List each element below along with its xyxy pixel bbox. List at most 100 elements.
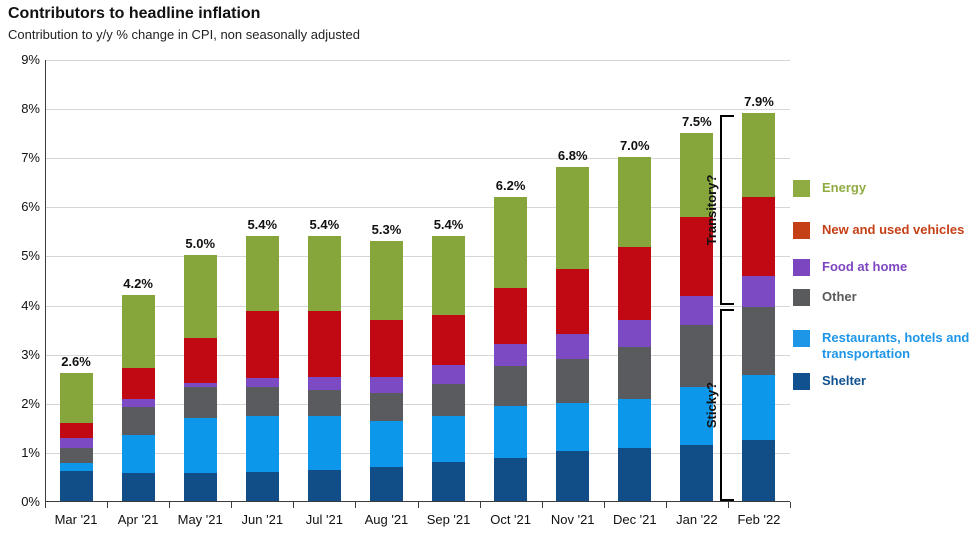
legend-label: Food at home bbox=[822, 259, 908, 274]
bar-jun21 bbox=[245, 235, 279, 501]
chart-title: Contributors to headline inflation bbox=[8, 5, 261, 22]
bar-total-label: 7.0% bbox=[619, 138, 650, 154]
x-axis-tick bbox=[665, 502, 667, 508]
annotation-transitory: Transitory? bbox=[704, 174, 720, 246]
bar-segment-restaurants bbox=[307, 415, 341, 471]
bar-segment-new bbox=[121, 368, 155, 400]
x-axis-tick bbox=[293, 502, 295, 508]
bar-feb22 bbox=[742, 113, 776, 501]
bar-segment-new bbox=[742, 197, 776, 276]
x-axis-label: Feb '22 bbox=[737, 512, 781, 527]
x-axis-label: May '21 bbox=[177, 512, 223, 527]
bar-segment-new bbox=[618, 247, 652, 320]
bar-segment-other bbox=[742, 307, 776, 376]
bar-segment-shelter bbox=[680, 445, 714, 501]
legend-item-shelter: Shelter bbox=[793, 373, 972, 390]
y-axis-label: 4% bbox=[21, 297, 40, 313]
bar-segment-food bbox=[307, 376, 341, 390]
bar-segment-new bbox=[556, 269, 590, 334]
bar-segment-other bbox=[183, 387, 217, 419]
bar-total-label: 7.5% bbox=[682, 113, 712, 129]
bar-jan22 bbox=[680, 132, 714, 501]
bar-segment-new bbox=[183, 337, 217, 384]
y-axis-label: 1% bbox=[21, 444, 40, 460]
bar-segment-shelter bbox=[245, 471, 279, 501]
legend-item-other: Other bbox=[793, 289, 972, 306]
plot-area bbox=[45, 60, 790, 502]
bracket-sticky bbox=[720, 308, 735, 501]
legend-label: Other bbox=[822, 289, 857, 304]
legend-item-new: New and used vehicles bbox=[793, 222, 972, 239]
bar-segment-shelter bbox=[494, 458, 528, 501]
bar-segment-food bbox=[680, 295, 714, 326]
x-axis-tick bbox=[417, 502, 419, 508]
bar-segment-energy bbox=[556, 167, 590, 270]
bar-aug21 bbox=[369, 240, 403, 501]
bar-jul21 bbox=[307, 235, 341, 501]
bar-segment-restaurants bbox=[680, 386, 714, 446]
y-axis-label: 6% bbox=[21, 199, 40, 215]
bar-segment-energy bbox=[742, 113, 776, 198]
x-axis-label: Apr '21 bbox=[117, 512, 159, 527]
bar-segment-other bbox=[494, 365, 528, 407]
bar-segment-shelter bbox=[59, 470, 93, 501]
bar-segment-food bbox=[369, 377, 403, 393]
bar-may21 bbox=[183, 255, 217, 501]
bar-segment-new bbox=[680, 217, 714, 296]
bar-segment-food bbox=[556, 333, 590, 360]
bar-segment-energy bbox=[121, 294, 155, 369]
bar-segment-other bbox=[432, 384, 466, 416]
bar-total-label: 5.0% bbox=[185, 236, 216, 252]
chart-subtitle: Contribution to y/y % change in CPI, non… bbox=[8, 27, 360, 42]
bar-segment-energy bbox=[183, 255, 217, 338]
bar-mar21 bbox=[59, 373, 93, 501]
x-axis-label: Aug '21 bbox=[364, 512, 409, 527]
x-axis-label: Jun '21 bbox=[241, 512, 284, 527]
bar-segment-food bbox=[59, 437, 93, 449]
bar-segment-energy bbox=[494, 196, 528, 289]
x-axis-tick bbox=[790, 502, 791, 508]
gridline bbox=[45, 403, 790, 405]
bar-nov21 bbox=[556, 167, 590, 501]
bar-segment-other bbox=[245, 387, 279, 417]
legend-swatch-icon bbox=[793, 180, 810, 197]
legend-item-energy: Energy bbox=[793, 180, 972, 197]
bar-segment-new bbox=[369, 319, 403, 378]
bar-segment-shelter bbox=[432, 461, 466, 501]
x-axis-tick bbox=[603, 502, 605, 508]
legend-swatch-icon bbox=[793, 330, 810, 347]
bar-oct21 bbox=[494, 196, 528, 501]
legend-swatch-icon bbox=[793, 289, 810, 306]
bar-segment-food bbox=[494, 343, 528, 366]
bar-segment-other bbox=[59, 448, 93, 464]
bar-segment-restaurants bbox=[245, 416, 279, 472]
bar-segment-shelter bbox=[307, 470, 341, 501]
bar-segment-energy bbox=[432, 235, 466, 316]
bar-total-label: 2.6% bbox=[61, 354, 91, 370]
y-axis-label: 3% bbox=[21, 346, 40, 362]
x-axis-tick bbox=[727, 502, 729, 508]
legend-swatch-icon bbox=[793, 222, 810, 239]
bar-segment-food bbox=[432, 364, 466, 385]
bar-segment-shelter bbox=[369, 466, 403, 501]
bar-total-label: 6.2% bbox=[495, 177, 526, 193]
bar-segment-restaurants bbox=[121, 435, 155, 474]
bar-segment-energy bbox=[618, 157, 652, 248]
bar-segment-other bbox=[556, 359, 590, 403]
x-axis-label: Jan '22 bbox=[676, 512, 718, 527]
bar-segment-energy bbox=[369, 240, 403, 320]
bar-segment-restaurants bbox=[742, 375, 776, 440]
bar-segment-energy bbox=[245, 235, 279, 311]
bar-total-label: 5.4% bbox=[433, 216, 464, 232]
bar-segment-shelter bbox=[618, 448, 652, 501]
bar-segment-energy bbox=[59, 373, 93, 423]
x-axis-label: Nov '21 bbox=[550, 512, 595, 527]
bar-segment-restaurants bbox=[556, 402, 590, 452]
bar-segment-food bbox=[121, 399, 155, 407]
y-axis-line bbox=[45, 60, 46, 502]
bar-segment-food bbox=[245, 378, 279, 388]
bar-segment-food bbox=[618, 319, 652, 347]
bar-total-label: 5.4% bbox=[247, 216, 278, 232]
bar-segment-new bbox=[245, 310, 279, 379]
x-axis-label: Dec '21 bbox=[612, 512, 657, 527]
